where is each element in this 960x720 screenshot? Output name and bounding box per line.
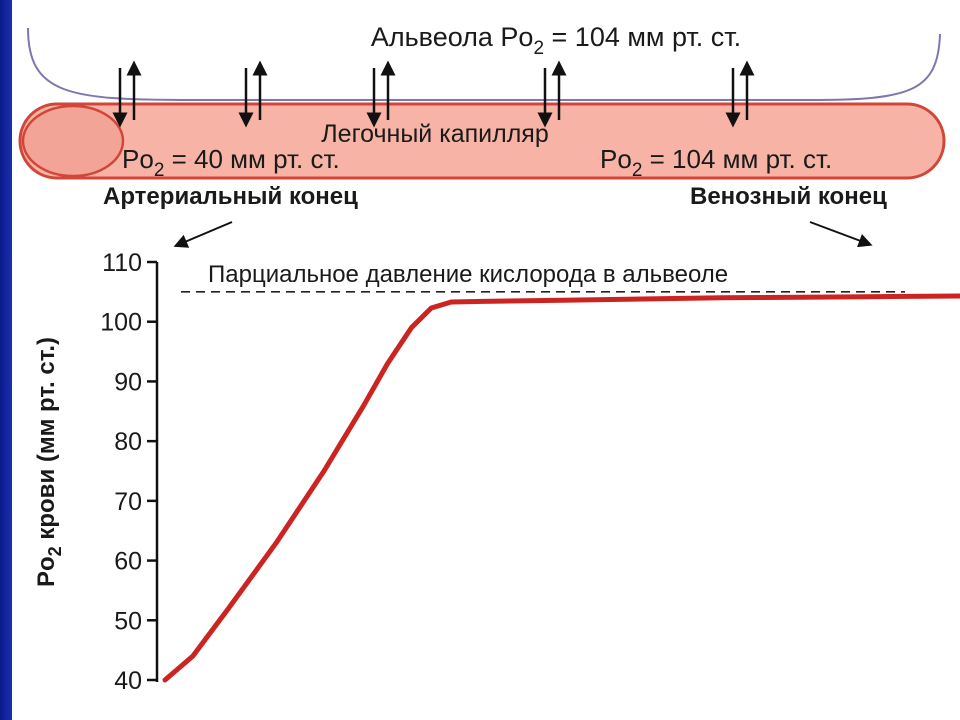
y-tick-label: 40	[114, 667, 142, 695]
y-tick-label: 70	[114, 488, 142, 516]
venous-end-label: Венозный конец	[690, 183, 887, 210]
left-accent-bar	[0, 0, 12, 720]
arterial-po2-label: Po2 = 40 мм рт. ст.	[122, 144, 340, 181]
alveola-outline	[27, 27, 941, 101]
capillary-label: Легочный капилляр	[321, 120, 548, 148]
y-tick-label: 80	[114, 428, 142, 456]
capillary-end-cap	[21, 104, 125, 178]
y-tick-label: 100	[100, 309, 142, 337]
y-tick-label: 50	[114, 607, 142, 635]
arterial-end-pointer-arrow	[173, 221, 233, 248]
blood-po2-curve	[162, 293, 960, 683]
alveola-label: Альвеола Po2 = 104 мм рт. ст.	[371, 22, 741, 59]
y-tick-label: 110	[102, 249, 142, 277]
y-ticks: 40 50 60 70 80 90 100 110	[100, 249, 157, 695]
venous-po2-label: Po2 = 104 мм рт. ст.	[600, 144, 832, 181]
y-tick-label: 90	[114, 368, 142, 396]
arterial-end-label: Артериальный конец	[103, 183, 358, 210]
venous-end-pointer-arrow	[809, 221, 873, 248]
y-tick-label: 60	[114, 548, 142, 576]
po2-chart: 40 50 60 70 80 90 100 110 Парциальное давление …	[33, 249, 960, 695]
gas-exchange-arrows	[112, 60, 755, 128]
y-axis-label: Po2 крови (мм рт. ст.)	[33, 337, 65, 587]
reference-line-label: Парциальное давление кислорода в альвеол…	[208, 261, 728, 288]
